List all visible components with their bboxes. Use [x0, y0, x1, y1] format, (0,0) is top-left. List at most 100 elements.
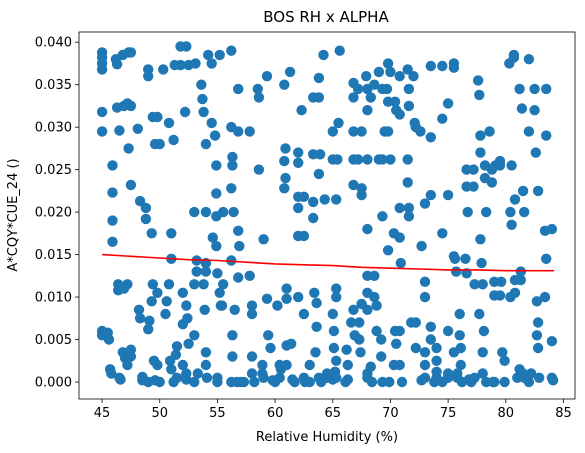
scatter-point: [419, 276, 431, 287]
scatter-point: [469, 279, 480, 290]
scatter-point: [246, 300, 258, 311]
scatter-point: [352, 154, 364, 165]
scatter-point: [496, 276, 507, 287]
scatter-point: [198, 279, 209, 290]
scatter-point: [394, 109, 405, 120]
scatter-point: [189, 376, 200, 388]
scatter-point: [203, 49, 214, 61]
x-tick-label: 65: [324, 406, 341, 421]
scatter-point: [331, 291, 342, 303]
scatter-point: [200, 138, 212, 150]
scatter-point: [442, 189, 454, 201]
scatter-point: [376, 351, 387, 362]
scatter-point: [233, 126, 244, 137]
scatter-point: [547, 375, 559, 386]
scatter-point: [313, 72, 325, 84]
scatter-point: [402, 64, 413, 75]
y-tick-label: 0.025: [35, 163, 72, 178]
scatter-point: [355, 347, 366, 358]
scatter-point: [144, 315, 155, 326]
scatter-point: [442, 325, 454, 337]
scatter-point: [170, 349, 182, 360]
scatter-point: [154, 138, 165, 150]
scatter-point: [107, 160, 118, 171]
scatter-point: [356, 189, 367, 201]
scatter-point: [190, 58, 201, 69]
scatter-point: [478, 325, 490, 337]
scatter-point: [455, 359, 466, 371]
scatter-point: [403, 202, 415, 214]
scatter-point: [489, 376, 500, 388]
scatter-point: [281, 293, 292, 304]
scatter-point: [304, 376, 315, 388]
plot-area: [96, 41, 559, 388]
scatter-point: [532, 342, 544, 354]
scatter-point: [143, 71, 154, 82]
scatter-point: [272, 300, 283, 311]
scatter-point: [403, 100, 415, 112]
scatter-point: [206, 58, 217, 69]
scatter-point: [476, 257, 487, 269]
scatter-point: [442, 372, 454, 383]
scatter-point: [280, 172, 291, 184]
scatter-point: [474, 89, 485, 101]
scatter-point: [366, 376, 378, 388]
scatter-point: [356, 126, 367, 137]
scatter-point: [313, 92, 325, 103]
x-tick-label: 60: [267, 406, 284, 421]
scatter-point: [539, 291, 551, 303]
scatter-point: [341, 344, 352, 355]
scatter-point: [523, 54, 535, 65]
scatter-point: [212, 268, 223, 279]
scatter-point: [197, 93, 208, 105]
scatter-point: [499, 355, 510, 366]
scatter-point: [419, 347, 431, 358]
scatter-point: [449, 253, 461, 264]
scatter-point: [234, 240, 245, 252]
scatter-point: [106, 368, 117, 379]
scatter-point: [526, 368, 537, 379]
scatter-point: [96, 106, 108, 118]
scatter-point: [296, 105, 307, 116]
scatter-point: [293, 202, 304, 214]
trend-line: [102, 253, 555, 272]
scatter-point: [333, 117, 344, 129]
scatter-point: [200, 266, 212, 277]
scatter-point: [146, 296, 157, 307]
scatter-point: [311, 297, 322, 309]
scatter-point: [133, 304, 145, 315]
scatter-point: [265, 342, 276, 354]
scatter-point: [334, 45, 345, 56]
y-axis: 0.000 0.005 0.010 0.015 0.020 0.025 0.030 0.035…: [35, 36, 79, 391]
scatter-point: [389, 96, 401, 107]
scatter-point: [310, 347, 321, 358]
scatter-point: [211, 160, 222, 171]
scatter-point: [211, 240, 222, 252]
scatter-point: [474, 308, 485, 320]
scatter-point: [505, 206, 516, 218]
scatter-point: [477, 347, 488, 358]
scatter-point: [249, 376, 260, 388]
scatter-point: [160, 308, 171, 320]
scatter-point: [460, 253, 471, 264]
scatter-point: [494, 160, 506, 171]
scatter-point: [198, 106, 209, 118]
scatter-point: [207, 232, 218, 243]
scatter-point: [253, 164, 265, 175]
scatter-point: [111, 59, 123, 70]
scatter-point: [227, 330, 238, 341]
scatter-point: [226, 45, 237, 56]
scatter-point: [541, 83, 552, 95]
scatter-point: [328, 342, 340, 354]
scatter-point: [455, 342, 466, 354]
scatter-point: [308, 196, 319, 208]
scatter-point: [382, 126, 394, 137]
scatter-point: [382, 58, 394, 69]
scatter-point: [529, 105, 540, 116]
scatter-point: [369, 270, 380, 281]
scatter-point: [362, 105, 373, 116]
scatter-point: [281, 359, 292, 371]
scatter-point: [373, 154, 385, 165]
scatter-point: [211, 188, 222, 199]
